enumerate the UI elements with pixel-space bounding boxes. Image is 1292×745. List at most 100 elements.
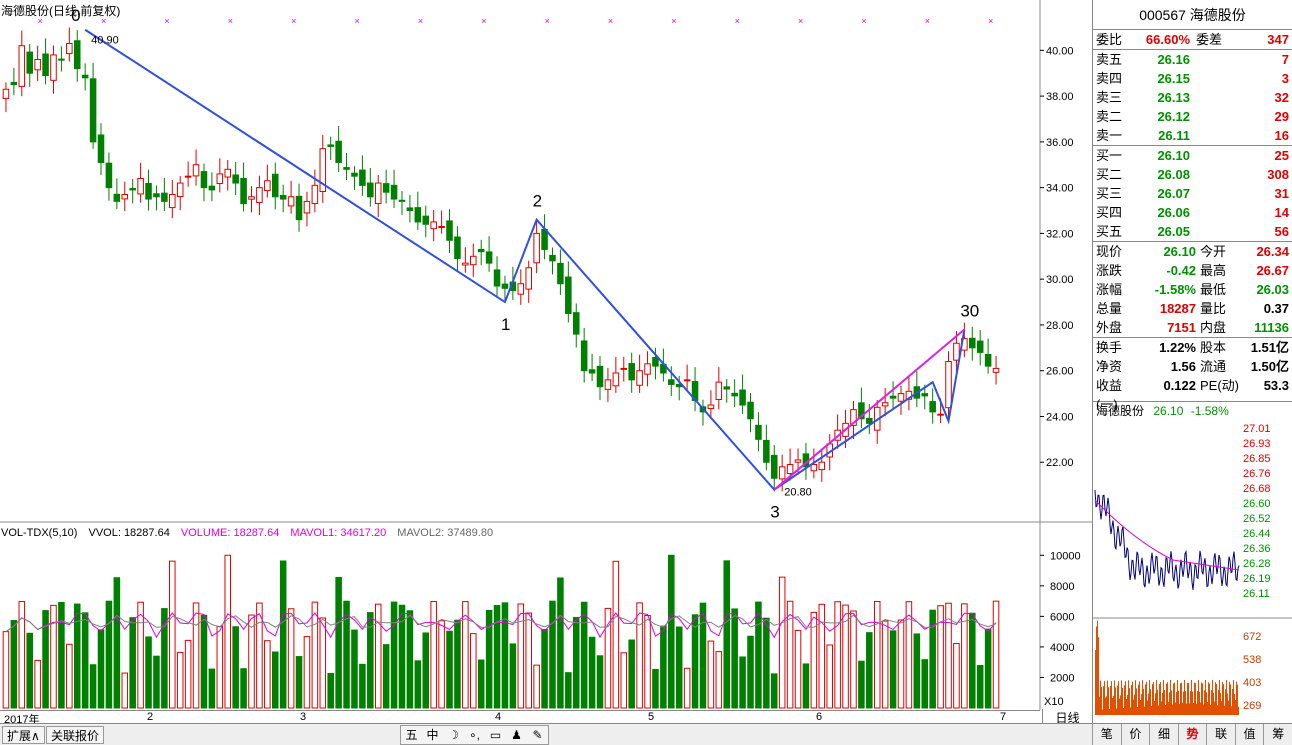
tab-lian[interactable]: 联 — [1206, 724, 1235, 745]
expand-button[interactable]: 扩展∧ — [2, 726, 45, 744]
volume-bar — [953, 643, 960, 709]
candle-body — [485, 251, 493, 264]
mini-vol-bar — [1166, 683, 1167, 715]
x10-label: X10 — [1044, 696, 1064, 708]
mini-vol-bar — [1137, 706, 1138, 715]
volume-bar — [169, 560, 176, 709]
candle-body — [533, 232, 540, 264]
volume-bar — [786, 600, 794, 709]
volume-bar — [454, 619, 461, 709]
candle-body — [176, 182, 184, 198]
mini-vol-bar — [1135, 680, 1136, 715]
candle-body — [327, 144, 334, 147]
mini-vol-bar — [1167, 682, 1168, 715]
vol-tick-label: 2000 — [1050, 672, 1074, 684]
mini-vol-bar — [1229, 681, 1230, 715]
volume-bar — [517, 603, 525, 709]
quote-row: 买五 26.05 56 — [1093, 222, 1292, 241]
quote-price: 26.15 — [1157, 71, 1190, 86]
volume-bar — [810, 611, 818, 709]
dot-icon[interactable]: ∘, — [469, 728, 480, 742]
mini-vol-bar — [1157, 689, 1158, 715]
tab-shi[interactable]: 势 — [1177, 724, 1207, 745]
mini-price-line — [1094, 489, 1240, 590]
mini-vol-bar — [1199, 691, 1200, 715]
candle-body — [945, 361, 952, 409]
chart-title: 海德股份(日线,前复权) — [1, 4, 121, 18]
volume-bar — [374, 603, 382, 709]
mini-price-label: 26.85 — [1243, 453, 1271, 465]
mini-vol-bar — [1203, 704, 1204, 715]
volume-bar — [224, 554, 232, 709]
user-icon[interactable]: ♟ — [511, 728, 522, 742]
stat-cell: 外盘 — [1096, 320, 1123, 335]
zhong-icon[interactable]: 中 — [426, 728, 439, 742]
volume-bar — [287, 608, 295, 709]
volume-bar — [897, 619, 905, 709]
date-label: 7 — [1000, 711, 1007, 723]
mini-vol-bar — [1134, 694, 1135, 715]
price-tick-label: 22.00 — [1046, 457, 1074, 469]
quote-row: 买一 26.10 25 — [1093, 146, 1292, 165]
tab-jia[interactable]: 价 — [1120, 724, 1150, 745]
moon-icon[interactable]: ☽ — [448, 728, 459, 742]
mini-vol-bar — [1110, 685, 1111, 715]
event-marker: × — [925, 16, 930, 26]
stat-cell: 7151 — [1167, 320, 1196, 335]
mini-price-label: 26.93 — [1243, 438, 1271, 450]
candle-body — [303, 200, 311, 214]
mini-vol-bar — [1126, 699, 1127, 715]
mini-vol-bar — [1183, 691, 1184, 715]
mini-vol-bar — [1107, 680, 1108, 715]
quote-price: 26.07 — [1157, 186, 1190, 201]
mini-vol-label: 403 — [1243, 677, 1261, 689]
candle-body — [620, 367, 628, 370]
mini-price-label: 26.36 — [1243, 543, 1271, 555]
stat-cell: 1.56 — [1170, 359, 1196, 374]
tab-chou[interactable]: 筹 — [1263, 724, 1292, 745]
stat-cell: 26.67 — [1256, 263, 1289, 278]
candle-body — [367, 182, 374, 198]
period-label[interactable]: 日线 — [1042, 709, 1092, 725]
mini-vol-bar — [1221, 701, 1222, 715]
mini-vol-bar — [1116, 708, 1117, 715]
tab-bi[interactable]: 笔 — [1092, 724, 1121, 745]
wrench-icon[interactable]: ✎ — [532, 728, 543, 742]
keyboard-icon[interactable]: ▭ — [489, 728, 502, 742]
candle-body — [549, 254, 556, 262]
related-quote-button[interactable]: 关联报价 — [46, 726, 105, 744]
mini-vol-bar — [1201, 682, 1202, 715]
tab-xi[interactable]: 细 — [1149, 724, 1178, 745]
mini-vol-bar — [1172, 704, 1173, 715]
mini-vol-bar — [1178, 690, 1179, 715]
mini-vol-bar — [1112, 698, 1113, 715]
candle-body — [470, 255, 477, 266]
five-icon[interactable]: 五 — [405, 728, 418, 742]
volume-bar — [683, 667, 691, 709]
mini-header: 海德股份 26.10 -1.58% — [1093, 401, 1292, 419]
stat-cell: 1.50亿 — [1250, 359, 1289, 374]
volume-bar — [271, 651, 279, 709]
quote-volume: 3 — [1281, 71, 1289, 86]
quote-label: 卖五 — [1096, 52, 1123, 67]
mini-vol-bar — [1200, 702, 1201, 715]
volume-bar — [525, 612, 532, 709]
stat-row: 外盘 7151 内盘 11136 — [1093, 318, 1292, 337]
volume-bar — [2, 631, 10, 709]
mini-vol-bar — [1149, 680, 1150, 715]
candle-body — [414, 207, 422, 223]
mini-price-label: 27.01 — [1243, 423, 1271, 435]
candle-body — [929, 401, 936, 413]
mini-vol-bar — [1217, 705, 1218, 715]
stat-cell: 26.03 — [1256, 282, 1289, 297]
candle-body — [42, 53, 49, 76]
volume-bar — [501, 602, 509, 709]
price-tick-label: 32.00 — [1046, 228, 1074, 240]
kline-chart[interactable]: 40.00 38.00 36.00 34.00 32.00 30.00 28.00 26.00… — [0, 0, 1092, 723]
candle-body — [264, 180, 271, 192]
volume-bar — [26, 632, 33, 709]
intraday-chart[interactable]: 27.01 26.93 26.85 26.76 26.68 26.60 26.52 26.44… — [1093, 420, 1292, 723]
stat-row: 总量 18287 量比 0.37 — [1093, 299, 1292, 318]
vol-tick-label: 6000 — [1050, 611, 1074, 623]
tab-zhi[interactable]: 值 — [1234, 724, 1264, 745]
